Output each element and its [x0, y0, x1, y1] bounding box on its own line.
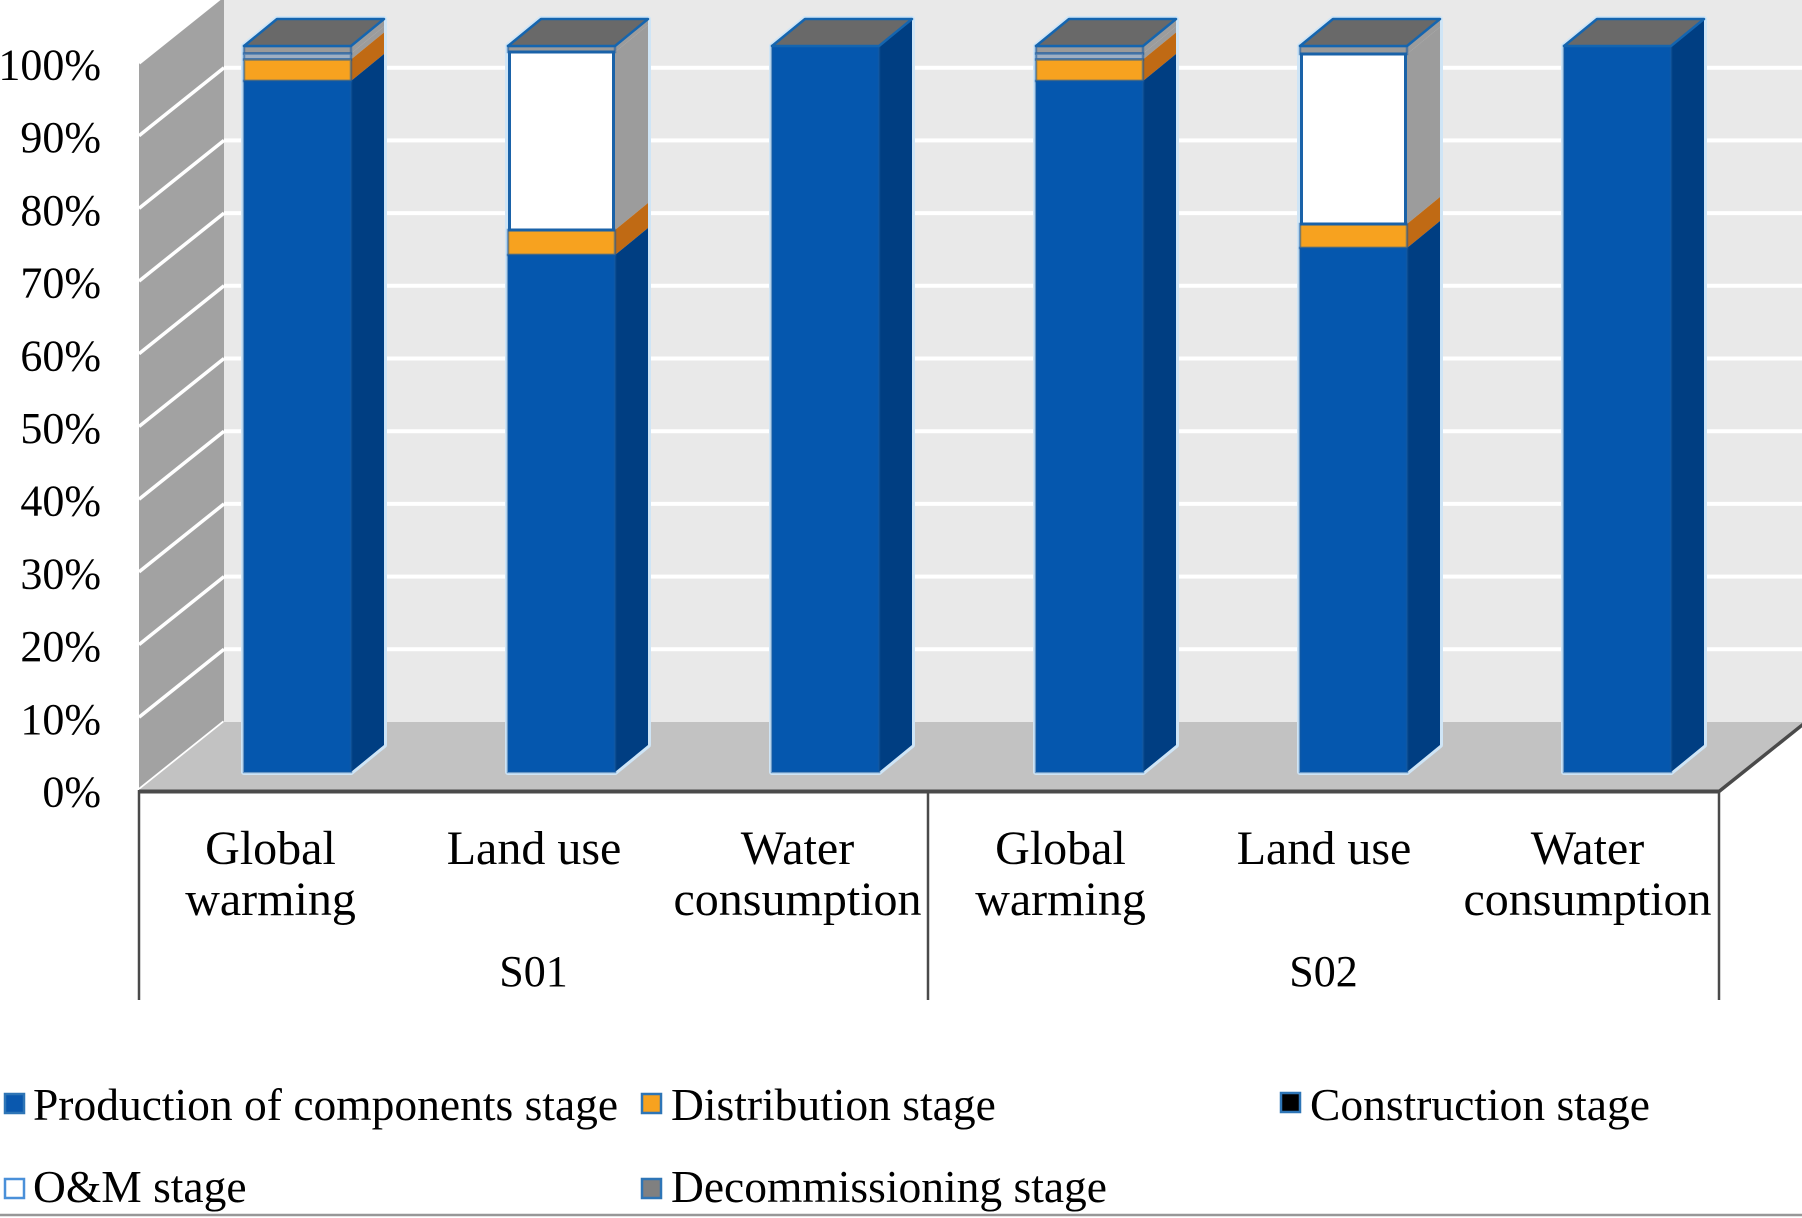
- svg-text:O&M stage: O&M stage: [33, 1161, 247, 1212]
- svg-text:Decommissioning stage: Decommissioning stage: [671, 1161, 1107, 1212]
- svg-text:Global: Global: [995, 822, 1126, 875]
- svg-text:warming: warming: [975, 873, 1146, 926]
- svg-text:60%: 60%: [20, 331, 101, 380]
- svg-text:Production of components stage: Production of components stage: [33, 1079, 618, 1130]
- svg-text:S02: S02: [1289, 947, 1357, 996]
- svg-text:10%: 10%: [20, 695, 101, 744]
- svg-text:30%: 30%: [20, 549, 101, 598]
- svg-text:100%: 100%: [0, 41, 101, 90]
- svg-text:80%: 80%: [20, 186, 101, 235]
- svg-text:S01: S01: [499, 947, 567, 996]
- svg-text:Construction stage: Construction stage: [1310, 1079, 1650, 1130]
- svg-text:warming: warming: [185, 873, 356, 926]
- svg-text:Water: Water: [1531, 822, 1644, 875]
- svg-text:consumption: consumption: [674, 873, 922, 926]
- svg-text:50%: 50%: [20, 404, 101, 453]
- svg-text:Distribution stage: Distribution stage: [671, 1079, 996, 1130]
- svg-text:Water: Water: [741, 822, 854, 875]
- svg-text:Land use: Land use: [447, 822, 622, 875]
- svg-text:40%: 40%: [20, 477, 101, 526]
- svg-text:Global: Global: [205, 822, 336, 875]
- svg-text:70%: 70%: [20, 259, 101, 308]
- svg-text:90%: 90%: [20, 113, 101, 162]
- svg-text:consumption: consumption: [1464, 873, 1712, 926]
- svg-text:Land use: Land use: [1237, 822, 1412, 875]
- svg-text:20%: 20%: [20, 622, 101, 671]
- svg-text:0%: 0%: [42, 768, 101, 817]
